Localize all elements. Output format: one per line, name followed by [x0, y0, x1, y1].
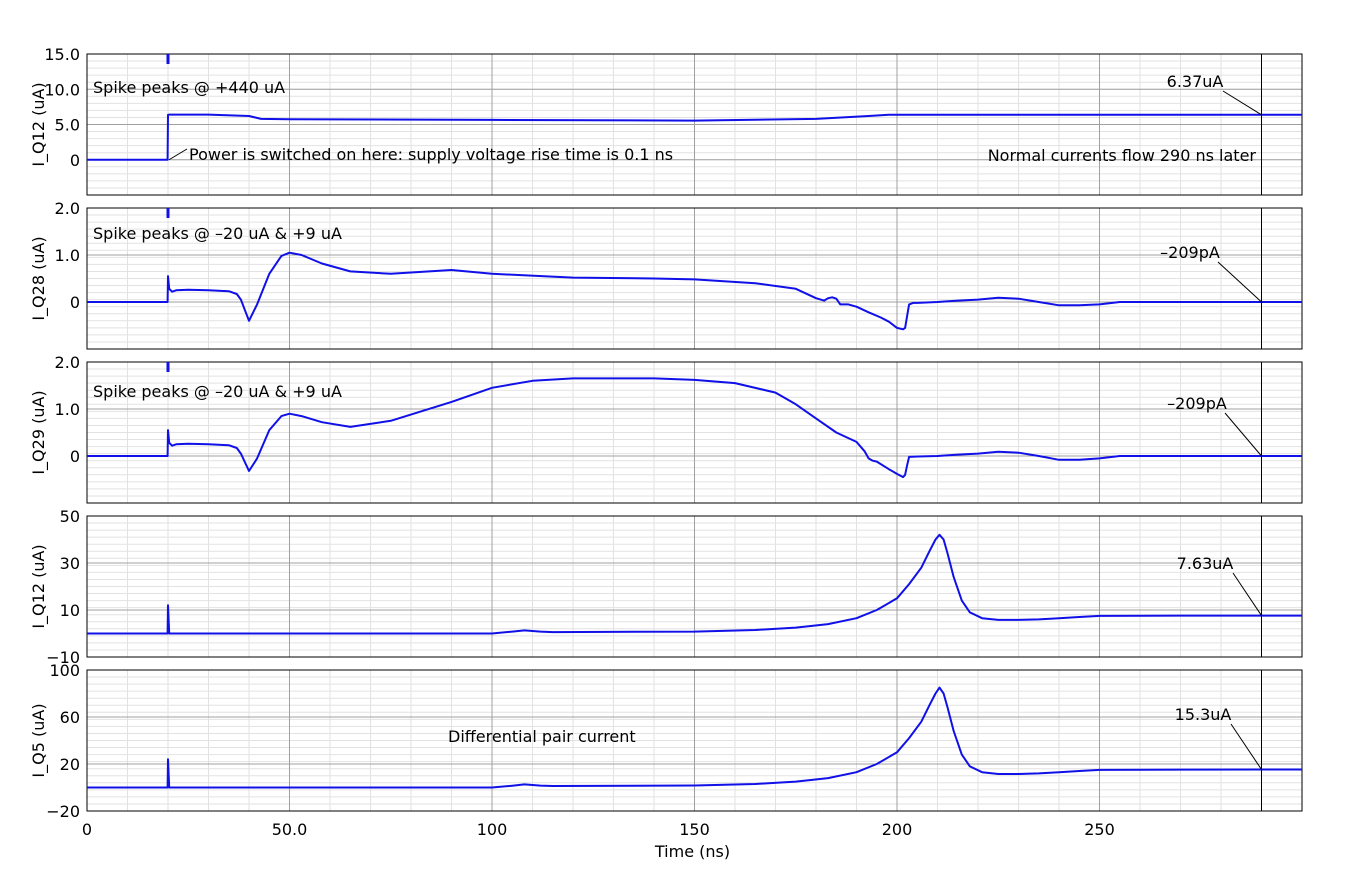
annotation-text: Spike peaks @ –20 uA & +9 uA: [93, 382, 342, 401]
current-trace-line: [87, 113, 1302, 161]
y-tick-label: 0: [70, 151, 80, 170]
plot-frame: [86, 53, 1303, 196]
annotation-leader-line: [168, 148, 188, 161]
y-tick-label: 0: [70, 447, 80, 466]
annotation-text: Power is switched on here: supply voltag…: [189, 145, 673, 164]
y-tick-label: 2.0: [55, 199, 80, 218]
marker-leader-line: [1232, 572, 1262, 616]
marker-leader-line: [1224, 412, 1262, 457]
marker-value-label: 15.3uA: [1175, 705, 1232, 724]
marker-value-label: 7.63uA: [1177, 554, 1234, 573]
y-tick-label: 0: [70, 293, 80, 312]
annotation-text: Spike peaks @ –20 uA & +9 uA: [93, 224, 342, 243]
x-tick-label: 100: [477, 820, 508, 839]
y-tick-label: 15.0: [44, 45, 80, 64]
y-tick-label: 1.0: [55, 400, 80, 419]
y-tick-label: 100: [49, 661, 80, 680]
x-tick-label: 0: [82, 820, 92, 839]
y-axis-label: I_Q5 (uA): [29, 703, 49, 777]
current-trace-line: [87, 533, 1302, 635]
annotation-text: Differential pair current: [448, 727, 636, 746]
plot-frame: [86, 669, 1303, 812]
y-axis-label: I_Q29 (uA): [29, 390, 49, 474]
plot-frame: [86, 515, 1303, 658]
current-trace-line: [87, 377, 1302, 479]
marker-leader-line: [1217, 261, 1262, 303]
x-tick-label: 50.0: [272, 820, 308, 839]
y-tick-label: 10.0: [44, 80, 80, 99]
marker-value-label: –209pA: [1167, 394, 1227, 413]
y-tick-label: 20: [60, 755, 80, 774]
x-tick-label: 150: [679, 820, 710, 839]
y-axis-label: I_Q12 (uA): [29, 82, 49, 166]
x-axis-label: Time (ns): [654, 842, 730, 861]
y-tick-label: −20: [46, 802, 80, 821]
annotation-text: Normal currents flow 290 ns later: [988, 146, 1257, 165]
current-trace-line: [87, 251, 1302, 331]
y-tick-label: 10: [60, 601, 80, 620]
marker-value-label: –209pA: [1160, 243, 1220, 262]
marker-leader-line: [1230, 723, 1262, 770]
x-tick-label: 200: [882, 820, 913, 839]
y-tick-label: 30: [60, 554, 80, 573]
y-tick-label: 2.0: [55, 353, 80, 372]
current-trace-line: [87, 686, 1302, 789]
x-tick-label: 250: [1084, 820, 1115, 839]
plot-frame: [86, 361, 1303, 504]
y-tick-label: 50: [60, 507, 80, 526]
plot-frame: [86, 207, 1303, 350]
annotation-text: Spike peaks @ +440 uA: [93, 78, 285, 97]
y-tick-label: 60: [60, 708, 80, 727]
y-tick-label: 5.0: [55, 116, 80, 135]
y-axis-label: I_Q12 (uA): [29, 544, 49, 628]
y-tick-label: 1.0: [55, 246, 80, 265]
marker-value-label: 6.37uA: [1167, 72, 1224, 91]
marker-leader-line: [1222, 90, 1262, 116]
y-tick-label: −10: [46, 648, 80, 667]
y-axis-label: I_Q28 (uA): [29, 236, 49, 320]
